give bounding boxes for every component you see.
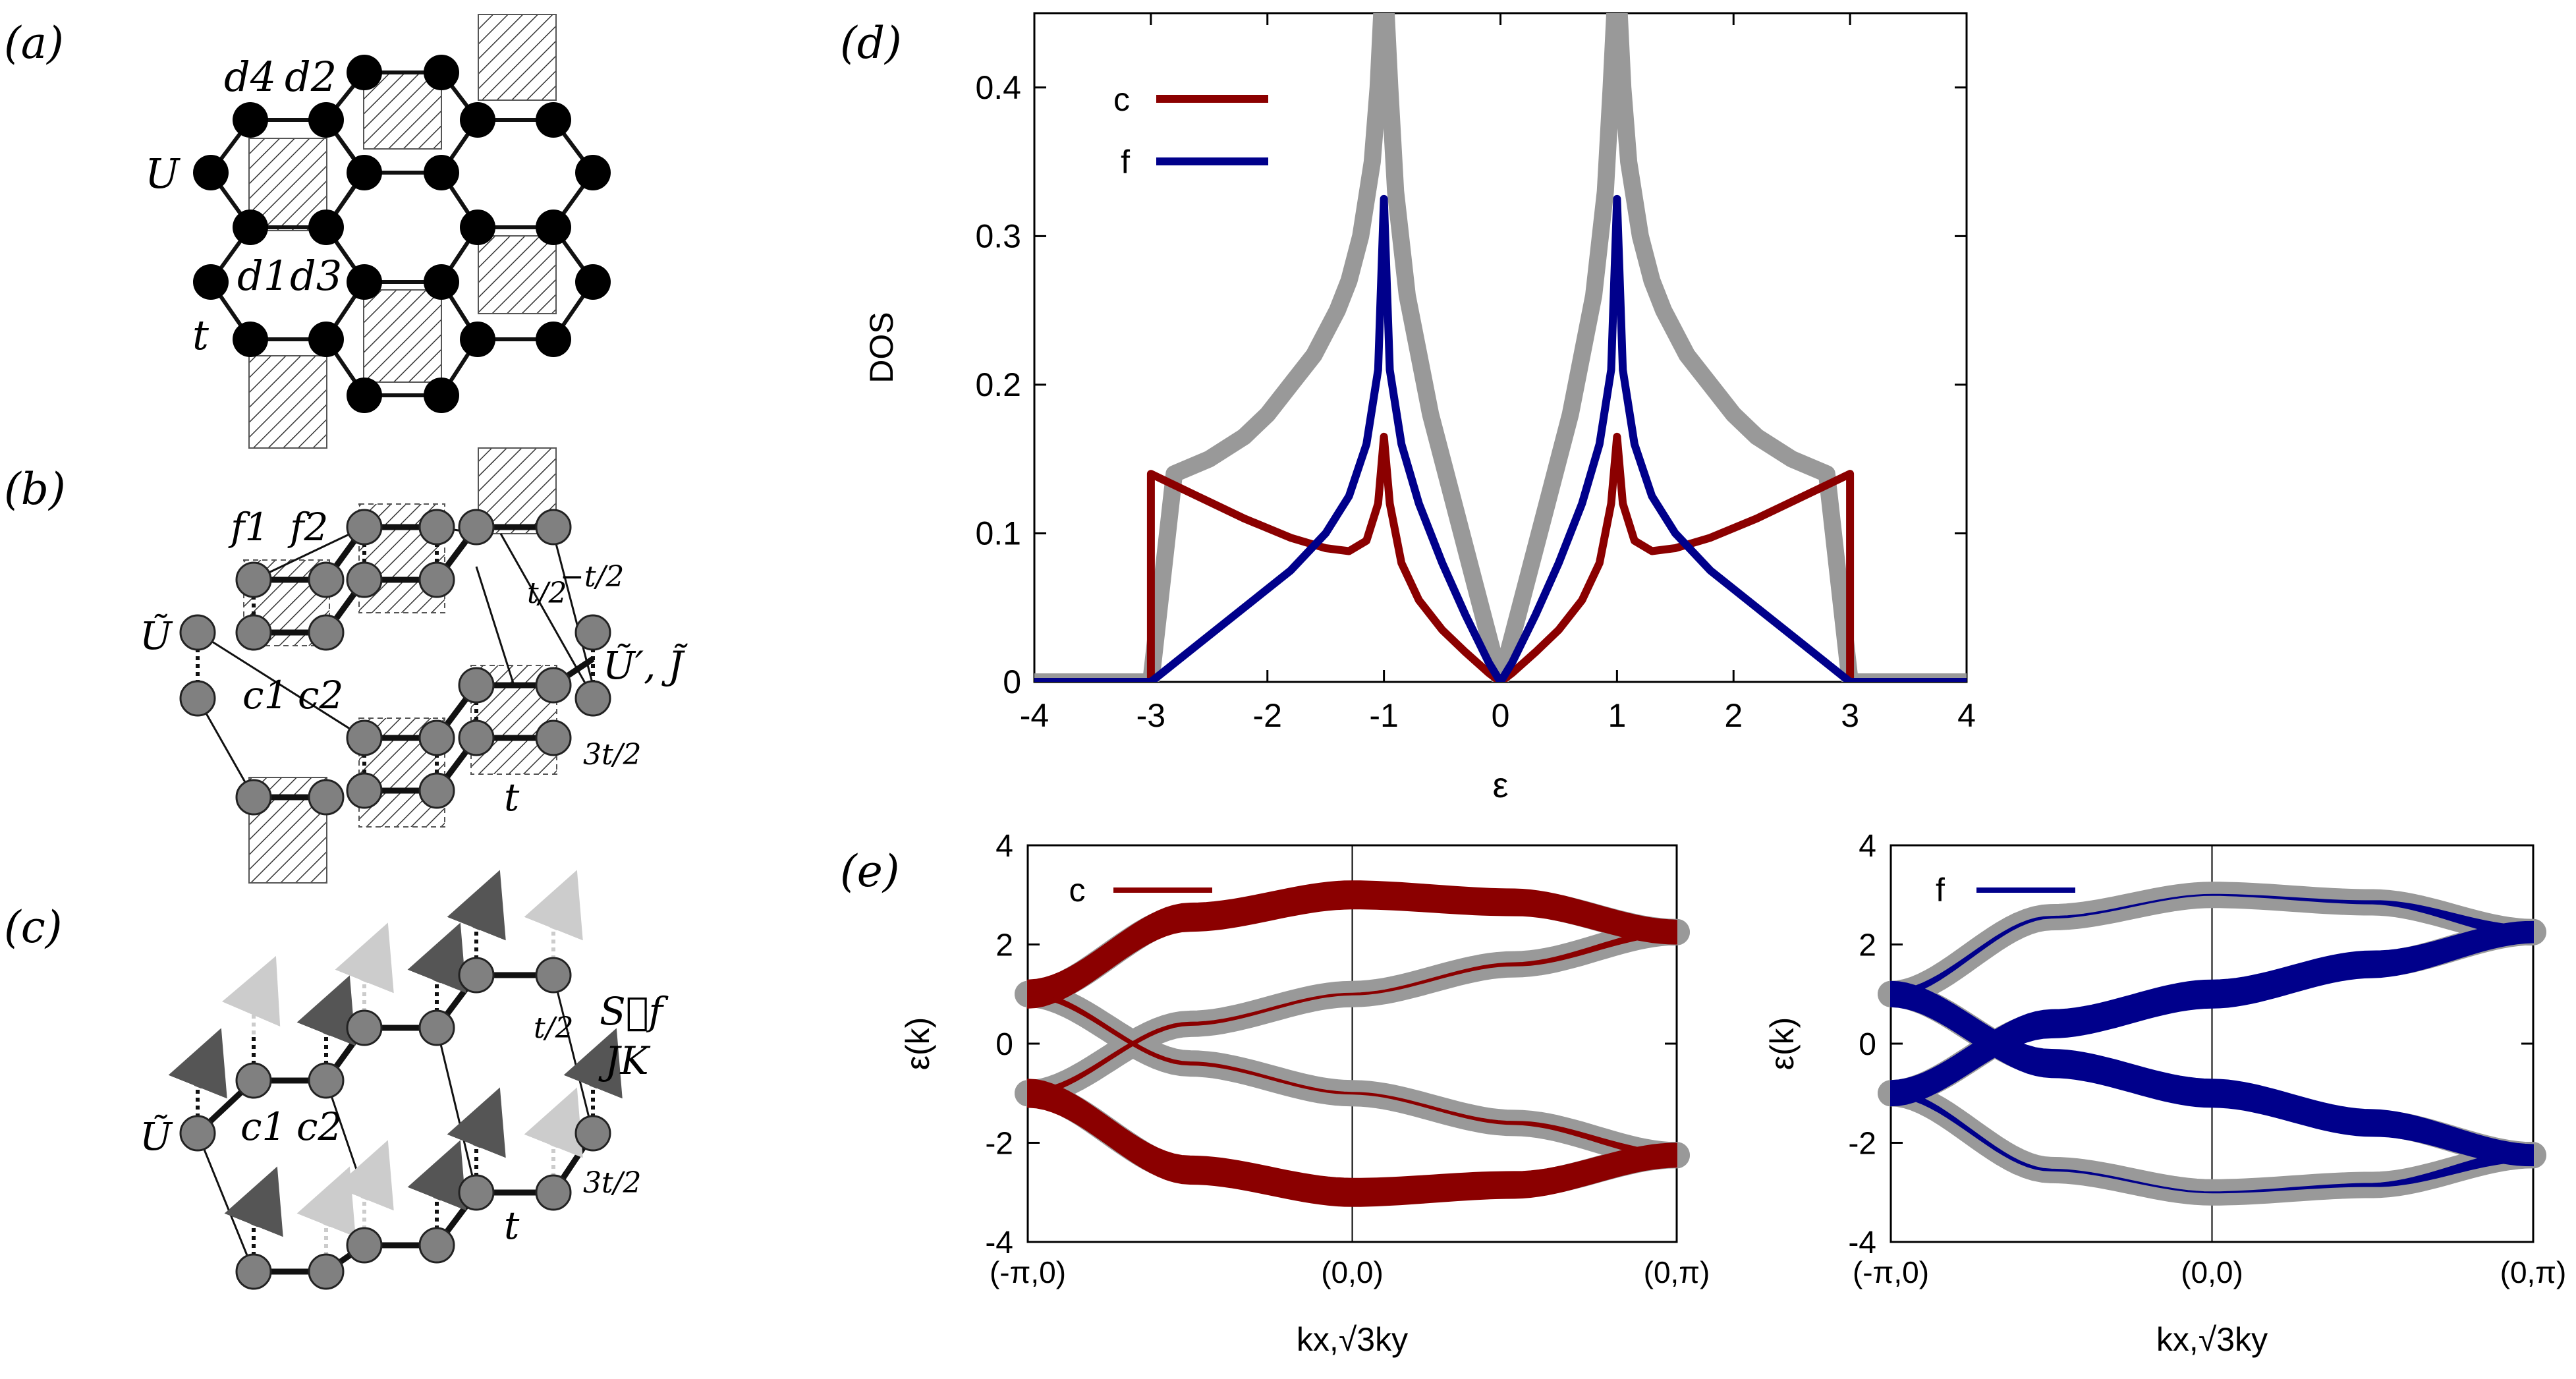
x-tick-label: (0,0) (2181, 1255, 2243, 1289)
x-tick-label: 2 (1724, 697, 1743, 734)
label-half-t-c: t/2 (534, 1011, 574, 1045)
y-tick-label: 2 (995, 928, 1013, 963)
label-three-half-t-c: 3t/2 (583, 1166, 642, 1200)
y-tick-label: -4 (985, 1225, 1013, 1260)
y-tick-label: 0.2 (975, 366, 1021, 403)
series-line-f (1034, 194, 1967, 682)
y-axis-label: ε(k) (1764, 1017, 1801, 1071)
label-t: t (192, 311, 209, 359)
y-tick-label: 0 (1859, 1027, 1876, 1062)
x-tick-label: -2 (1253, 697, 1282, 734)
y-tick-label: 0 (995, 1027, 1013, 1062)
panel-label-e: (e) (840, 846, 900, 897)
x-axis-label: ε (1492, 766, 1508, 805)
y-tick-label: 4 (995, 829, 1013, 864)
label-t-b: t (504, 775, 520, 820)
label-t-c: t (504, 1203, 520, 1248)
legend-label: f (1121, 144, 1130, 181)
band-weight (1027, 1079, 1677, 1207)
y-tick-label: 0.1 (975, 515, 1021, 551)
band-weight (1890, 1088, 2534, 1194)
x-tick-label: -1 (1369, 697, 1398, 734)
label-c2: c2 (298, 673, 343, 718)
band-chart-f: -4 -2 0 2 4 (-π,0) (0,0) (0,π) kx,√3ky ε(k) f (1764, 829, 2566, 1358)
y-axis-label: ε(k) (899, 1017, 936, 1071)
label-neg-half-t: −t/2 (560, 560, 624, 594)
label-c2-c: c2 (296, 1104, 342, 1149)
y-tick-label: 2 (1859, 928, 1876, 963)
spin-arrows-dark (168, 870, 623, 1237)
y-tick-label: 0 (1003, 663, 1021, 700)
plot-frame (1033, 12, 1968, 683)
label-Sf: S⃗f (600, 989, 669, 1034)
panel-label-a: (a) (4, 18, 64, 69)
y-axis-label: DOS (863, 312, 900, 383)
panel-b-labels: f1 f2 Ũ c1 c2 t/2 −t/2 Ũ′, J̃ 3t/2 t (140, 505, 688, 820)
panel-label-b: (b) (4, 464, 66, 515)
label-half-t: t/2 (527, 577, 567, 610)
hatch-rect (478, 235, 557, 314)
spin-arrows-light (221, 870, 583, 1237)
honeycomb-sites (193, 55, 611, 413)
x-tick-label: (-π,0) (1853, 1255, 1929, 1289)
label-d3: d3 (290, 252, 342, 300)
label-three-half-t: 3t/2 (583, 738, 642, 772)
label-JK: JK (598, 1038, 651, 1083)
band-chart-c: -4 -2 0 2 4 (-π,0) (0,0) (0,π) kx,√3ky ε(k) c (899, 829, 1710, 1358)
label-f1: f1 (228, 505, 269, 549)
x-tick-label: 1 (1608, 697, 1626, 734)
x-axis-label: kx,√3ky (2156, 1321, 2268, 1358)
hatch-rect (363, 289, 442, 383)
label-c1: c1 (242, 673, 288, 718)
x-axis-label: kx,√3ky (1297, 1321, 1408, 1358)
panel-c-sites (179, 957, 611, 1290)
hatch-rect (248, 355, 327, 449)
panel-b: (b) (4, 447, 688, 884)
label-U-tilde: Ũ (140, 613, 173, 658)
legend-label: c (1113, 81, 1130, 118)
y-tick-label: -2 (1848, 1127, 1876, 1162)
y-tick-label: 0.3 (975, 217, 1021, 254)
label-d4: d4 (224, 53, 276, 101)
label-U: U (145, 150, 181, 198)
band-weight (1027, 928, 1677, 1097)
panel-label-c: (c) (4, 902, 62, 953)
band-weight (1890, 980, 2534, 1167)
band-weight (1027, 880, 1677, 1009)
x-tick-label: 0 (1492, 697, 1510, 734)
panel-a-labels: d4 d2 U d1 d3 t (145, 53, 342, 359)
panel-a: (a) (4, 14, 611, 449)
x-tick-label: (0,π) (2500, 1255, 2567, 1289)
legend-label: c (1069, 872, 1086, 909)
y-tick-label: -4 (1848, 1225, 1876, 1260)
x-tick-label: (0,π) (1644, 1255, 1710, 1289)
label-U-tilde-c: Ũ (140, 1114, 173, 1159)
x-tick-label: 3 (1841, 697, 1859, 734)
x-tick-label: -3 (1136, 697, 1165, 734)
hatch-rect (478, 14, 557, 101)
panel-c-labels: Ũ c1 c2 t/2 S⃗f JK 3t/2 t (140, 989, 669, 1248)
label-d2: d2 (285, 53, 337, 101)
dos-chart: -4 -3 -2 -1 0 1 2 3 4 0 0.1 0.2 0.3 0.4 ε DOS cf (863, 12, 1976, 805)
panel-c: (c) (4, 870, 669, 1290)
label-d1: d1 (237, 252, 289, 300)
panel-label-d: (d) (840, 18, 902, 69)
y-tick-label: -2 (985, 1127, 1013, 1162)
panel-b-thin-bonds (196, 526, 594, 798)
x-tick-label: -4 (1020, 697, 1049, 734)
series-line-total (1034, 13, 1967, 682)
label-f2: f2 (287, 505, 328, 549)
x-tick-label: (-π,0) (990, 1255, 1066, 1289)
x-tick-label: 4 (1957, 697, 1976, 734)
x-tick-label: (0,0) (1321, 1255, 1384, 1289)
legend-label: f (1936, 872, 1945, 909)
label-c1-c: c1 (240, 1104, 286, 1149)
y-tick-label: 4 (1859, 829, 1876, 864)
panel-b-sites (179, 509, 611, 816)
label-U-J: Ũ′, J̃ (603, 642, 688, 688)
y-tick-label: 0.4 (975, 69, 1021, 106)
band-weight (1890, 920, 2534, 1107)
